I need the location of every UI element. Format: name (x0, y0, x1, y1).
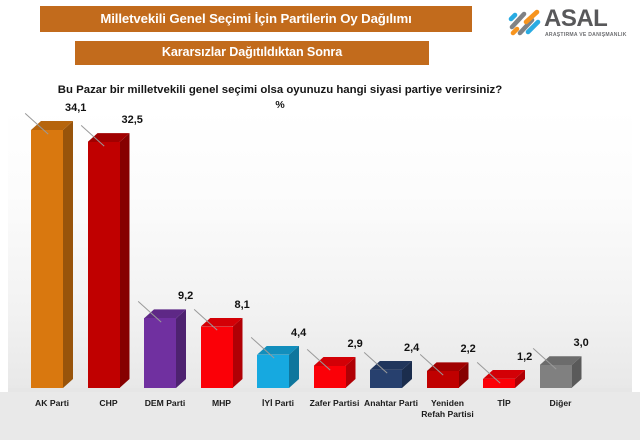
bar-front-1 (31, 130, 63, 388)
poll-question: Bu Pazar bir milletvekili genel seçimi o… (57, 84, 503, 96)
bar-front-2 (87, 142, 120, 388)
bar-top-10 (539, 356, 582, 366)
value-label-5: 4,4 (291, 326, 307, 339)
bar-side-3 (176, 309, 186, 388)
bar-side-5 (289, 345, 299, 388)
bar-side-7 (402, 360, 412, 388)
value-label-9: 1,2 (517, 350, 533, 363)
bar-front-3 (144, 318, 176, 388)
value-label-10: 3,0 (573, 337, 589, 350)
bar-top-7 (370, 360, 412, 370)
value-label-7: 2,4 (404, 341, 420, 354)
category-axis-band (0, 392, 640, 440)
unit-label: % (275, 99, 285, 111)
category-label-3: DEM Parti (144, 398, 186, 408)
bar-front-5 (257, 354, 289, 388)
bar-top-3 (144, 309, 186, 319)
category-label-1: AK Parti (35, 398, 69, 408)
bar-top-1 (31, 121, 73, 130)
asal-logo-text: ASAL (544, 5, 608, 32)
asal-logo-tagline: ARAŞTIRMA VE DANIŞMANLIK (545, 32, 627, 38)
bar-front-6 (313, 366, 346, 388)
bar-side-8 (458, 362, 469, 388)
value-label-2: 32,5 (121, 114, 143, 127)
title-banner: Milletvekili Genel Seçimi İçin Partileri… (40, 6, 472, 32)
bar-front-9 (483, 378, 515, 388)
value-label-6: 2,9 (347, 338, 363, 351)
value-label-4: 8,1 (234, 298, 250, 311)
value-label-8: 2,2 (460, 343, 476, 356)
bar-top-4 (200, 317, 243, 327)
bar-top-9 (483, 369, 525, 379)
header: Milletvekili Genel Seçimi İçin Partileri… (0, 0, 640, 72)
category-label-10: Diğer (549, 398, 572, 408)
category-label-2: CHP (99, 398, 118, 408)
bar-front-10 (539, 365, 572, 388)
bar-front-8 (426, 371, 459, 388)
category-label-5: İYİ Parti (262, 398, 294, 408)
category-label-9: TİP (497, 398, 511, 408)
bar-top-5 (257, 345, 299, 355)
category-label-7: Anahtar Parti (364, 398, 418, 408)
bar-top-8 (426, 362, 469, 372)
bar-front-4 (200, 326, 233, 388)
bar-top-6 (313, 357, 356, 367)
bar-side-4 (232, 317, 243, 388)
bar-side-1 (63, 121, 73, 388)
bar-side-2 (119, 133, 130, 388)
category-label-6: Zafer Partisi (309, 398, 360, 408)
axis-baseline (8, 388, 632, 392)
bar-side-9 (515, 369, 525, 388)
value-label-3: 9,2 (178, 290, 194, 303)
category-label-4: MHP (211, 398, 232, 408)
asal-logo: ASAL ARAŞTIRMA VE DANIŞMANLIK (508, 6, 632, 44)
bar-top-2 (87, 133, 130, 143)
subtitle-banner: Kararsızlar Dağıtıldıktan Sonra (75, 41, 429, 65)
bar-front-7 (370, 369, 402, 388)
bar-side-10 (571, 356, 582, 388)
category-label-8: Yeniden Refah Partisi (421, 398, 474, 419)
bar-side-6 (345, 357, 356, 388)
value-label-1: 34,1 (65, 102, 87, 114)
asal-logo-mark (508, 9, 541, 36)
